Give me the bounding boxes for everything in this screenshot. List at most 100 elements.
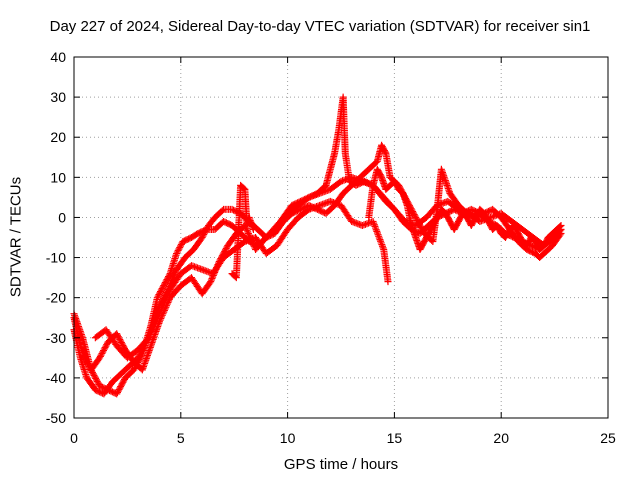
y-axis-label: SDTVAR / TECUs (7, 176, 25, 298)
data-point (373, 229, 381, 237)
data-point (370, 221, 378, 229)
series-E (228, 181, 257, 282)
data-point (201, 229, 209, 237)
data-point (176, 244, 184, 252)
data-point (148, 326, 156, 334)
data-point (165, 273, 173, 281)
data-point (164, 290, 172, 298)
data-point (371, 222, 379, 230)
data-points (70, 93, 565, 398)
data-point (134, 354, 142, 362)
data-point (156, 308, 164, 316)
data-point (372, 224, 380, 232)
data-point (152, 318, 160, 326)
y-tick-label: -30 (46, 330, 66, 346)
data-point (163, 294, 171, 302)
data-point (148, 327, 156, 335)
data-point (242, 225, 250, 233)
data-point (173, 248, 181, 256)
data-point (372, 226, 380, 234)
y-tick-label: 20 (50, 129, 66, 145)
data-point (164, 274, 172, 282)
data-point (163, 292, 171, 300)
x-tick-label: 20 (493, 430, 509, 446)
data-point (161, 297, 169, 305)
data-point (91, 373, 99, 381)
data-point (202, 226, 210, 234)
data-point (149, 324, 157, 332)
y-tick-label: 10 (50, 169, 66, 185)
data-point (151, 319, 159, 327)
data-point (160, 300, 168, 308)
data-point (159, 283, 167, 291)
x-tick-label: 0 (70, 430, 78, 446)
data-point (369, 217, 377, 225)
data-point (376, 236, 384, 244)
data-point (174, 247, 182, 255)
data-point (375, 234, 383, 242)
data-point (155, 311, 163, 319)
data-point (157, 286, 165, 294)
x-tick-label: 15 (387, 430, 403, 446)
data-point (145, 334, 153, 342)
x-tick-label: 10 (280, 430, 296, 446)
data-point (135, 352, 143, 360)
data-point (92, 376, 100, 384)
data-point (145, 332, 153, 340)
data-point (374, 231, 382, 239)
data-point (161, 280, 169, 288)
data-point (379, 244, 387, 252)
data-point (160, 298, 168, 306)
data-point (162, 277, 170, 285)
data-point (89, 370, 97, 378)
x-tick-label: 5 (177, 430, 185, 446)
data-point (556, 222, 564, 230)
data-point (199, 232, 207, 240)
data-point (155, 291, 163, 299)
y-tick-label: -40 (46, 370, 66, 386)
data-point (150, 323, 158, 331)
data-point (200, 230, 208, 238)
y-tick-labels: -50 -40 -30 -20 -10 0 10 20 30 40 (46, 49, 66, 426)
data-point (378, 242, 386, 250)
data-point (208, 275, 216, 283)
x-tick-labels: 0 5 10 15 20 25 (70, 430, 616, 446)
series-F (365, 165, 565, 254)
data-point (136, 351, 144, 359)
data-point (170, 272, 178, 280)
data-point (207, 276, 215, 284)
x-axis-label: GPS time / hours (283, 456, 399, 473)
data-point (169, 273, 177, 281)
data-point (153, 315, 161, 323)
data-point (249, 225, 257, 233)
y-tick-label: 0 (58, 209, 66, 225)
data-point (244, 229, 252, 237)
x-tick-label: 25 (600, 430, 616, 446)
data-point (159, 302, 167, 310)
data-point (158, 305, 166, 313)
data-point (157, 307, 165, 315)
ticks (73, 56, 609, 419)
data-point (207, 278, 215, 286)
plot-frame (73, 56, 609, 419)
data-point (198, 234, 206, 241)
data-point (155, 310, 163, 318)
data-point (94, 379, 102, 387)
data-point (177, 242, 185, 250)
data-point (557, 221, 565, 229)
data-point (153, 294, 161, 302)
chart-title: Day 227 of 2024, Sidereal Day-to-day VTE… (49, 18, 591, 35)
data-point (162, 295, 170, 303)
y-tick-label: -10 (46, 250, 66, 266)
data-point (158, 285, 166, 293)
data-point (150, 321, 158, 329)
data-point (173, 250, 181, 258)
data-point (378, 241, 386, 249)
data-point (377, 237, 385, 245)
data-point (158, 303, 166, 311)
data-point (163, 276, 171, 284)
data-point (377, 239, 385, 247)
y-tick-label: -20 (46, 290, 66, 306)
data-point (171, 270, 179, 278)
